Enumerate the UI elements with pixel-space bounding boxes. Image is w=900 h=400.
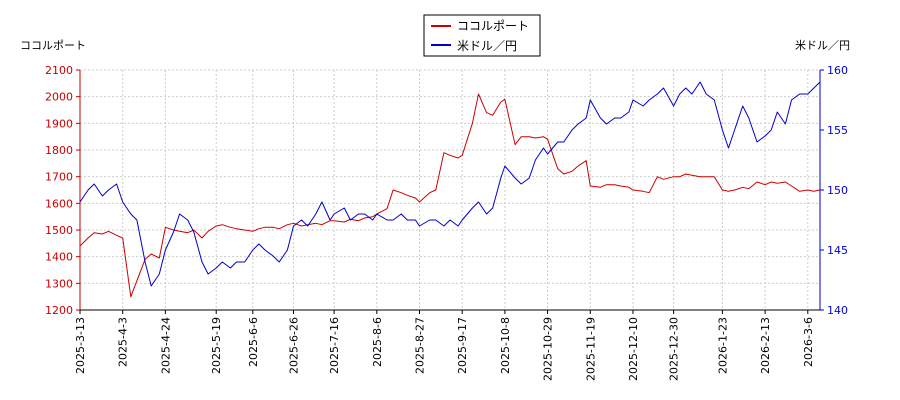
right-tick-label: 155 [827, 124, 848, 137]
legend-label-right-series: 米ドル／円 [457, 39, 517, 53]
right-axis-title: 米ドル／円 [795, 39, 850, 52]
x-tick-label: 2025-4-3 [117, 317, 130, 367]
right-tick-label: 150 [827, 184, 848, 197]
series-line-right [79, 81, 821, 287]
legend-box [423, 14, 541, 57]
left-tick-label: 2000 [45, 91, 73, 104]
x-tick-label: 2026-3-6 [802, 317, 815, 367]
x-tick-label: 2025-12-30 [668, 317, 681, 381]
left-tick-label: 1300 [45, 277, 73, 290]
left-tick-label: 1500 [45, 224, 73, 237]
left-tick-label: 1700 [45, 171, 73, 184]
x-tick-label: 2025-8-6 [371, 317, 384, 367]
x-tick-label: 2025-7-16 [328, 317, 341, 374]
axes-layer: 1200 1300 1400 1500 1600 1700 1800 1900 2000 2100… [45, 64, 848, 381]
legend-label-left-series: ココルポート [457, 19, 529, 33]
x-tick-label: 2025-4-24 [159, 317, 172, 374]
x-tick-label: 2025-5-19 [210, 317, 223, 374]
x-tick-label: 2025-10-29 [542, 317, 555, 381]
x-tick-label: 2025-6-6 [247, 317, 260, 367]
x-tick-label: 2025-11-19 [584, 317, 597, 381]
x-tick-label: 2025-12-10 [627, 317, 640, 381]
left-tick-label: 1200 [45, 304, 73, 317]
x-tick-label: 2025-10-8 [499, 317, 512, 374]
x-tick-label: 2026-2-13 [759, 317, 772, 374]
x-tick-label: 2025-9-17 [456, 317, 469, 374]
left-tick-label: 1900 [45, 117, 73, 130]
x-tick-label: 2025-8-27 [414, 317, 427, 374]
left-tick-label: 1600 [45, 197, 73, 210]
left-tick-label: 2100 [45, 64, 73, 77]
x-tick-label: 2026-1-23 [716, 317, 729, 374]
right-tick-label: 160 [827, 64, 848, 77]
x-tick-label: 2025-6-26 [287, 317, 300, 374]
left-tick-label: 1800 [45, 144, 73, 157]
right-tick-label: 140 [827, 304, 848, 317]
grid-layer [79, 69, 820, 311]
x-tick-label: 2025-3-13 [74, 317, 87, 374]
left-tick-label: 1400 [45, 251, 73, 264]
right-tick-label: 145 [827, 244, 848, 257]
legend: ココルポート 米ドル／円 [423, 14, 541, 57]
series-line-left [79, 93, 821, 298]
series-layer [79, 81, 821, 298]
left-axis-title: ココルポート [20, 39, 86, 52]
